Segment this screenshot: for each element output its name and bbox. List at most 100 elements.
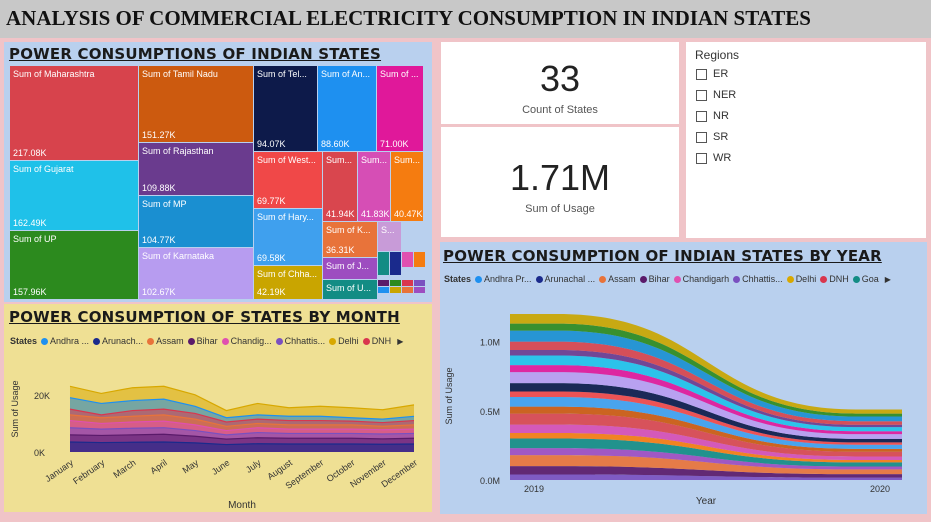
treemap-tile[interactable]: Sum of Karnataka 102.67K	[139, 248, 253, 299]
region-option-er[interactable]: ER	[696, 68, 728, 80]
treemap-tile[interactable]: Sum... 40.47K	[391, 152, 423, 221]
treemap-tile[interactable]: Sum of Maharashtra 217.08K	[10, 66, 138, 160]
year-chart-plot[interactable]: 1.0M 0.5M 0.0M Sum of Usage Year 2019 2020	[440, 286, 927, 516]
treemap-mini-tile[interactable]	[414, 287, 425, 293]
checkbox[interactable]	[696, 152, 707, 164]
treemap-tile-value: 69.58K	[257, 253, 286, 263]
legend-title: States	[10, 336, 38, 346]
region-option-ner[interactable]: NER	[696, 89, 736, 101]
legend-item[interactable]: Assam	[147, 336, 184, 346]
legend-item[interactable]: Chhattis...	[733, 274, 783, 284]
treemap-tile[interactable]: Sum of MP 104.77K	[139, 196, 253, 247]
legend-label: Arunach...	[102, 336, 144, 346]
legend-dot-icon	[599, 275, 607, 283]
region-option-nr[interactable]: NR	[696, 110, 729, 122]
legend-item[interactable]: Goa	[852, 274, 879, 284]
x-tick-label: March	[111, 457, 137, 480]
legend-item[interactable]: Chhattis...	[275, 336, 325, 346]
legend-label: DNH	[371, 336, 392, 346]
treemap-tile-value: 42.19K	[257, 287, 286, 297]
treemap-tile[interactable]: Sum of Tamil Nadu 151.27K	[139, 66, 253, 142]
treemap-mini-tile[interactable]	[414, 252, 425, 267]
legend-item[interactable]: Andhra Pr...	[475, 274, 532, 284]
treemap-mini-tile[interactable]	[414, 280, 425, 286]
treemap-tile[interactable]: Sum of Chha... 42.19K	[254, 266, 322, 299]
regions-slicer[interactable]: Regions ER NER NR SR WR	[686, 42, 926, 238]
legend-item[interactable]: DNH	[820, 274, 849, 284]
treemap-tile-label: Sum of K...	[326, 225, 371, 235]
year-chart-legend[interactable]: States Andhra Pr... Arunachal ... Assam Biha…	[444, 274, 891, 284]
treemap-tile[interactable]: Sum of J...	[323, 258, 377, 279]
legend-item[interactable]: DNH	[362, 336, 392, 346]
area-layer	[510, 438, 902, 467]
treemap-tile-label: Sum of Gujarat	[13, 164, 74, 174]
legend-item[interactable]: Assam	[599, 274, 636, 284]
legend-dot-icon	[639, 275, 647, 283]
treemap-tile[interactable]: Sum of U...	[323, 280, 377, 299]
region-option-sr[interactable]: SR	[696, 131, 728, 143]
treemap-mini-tile[interactable]	[390, 252, 401, 275]
treemap-mini-tile[interactable]	[390, 280, 401, 286]
treemap-mini-tile[interactable]	[378, 287, 389, 293]
treemap-tile[interactable]: Sum of Tel... 94.07K	[254, 66, 317, 151]
area-layer	[510, 424, 902, 461]
treemap-tile[interactable]: Sum of Gujarat 162.49K	[10, 161, 138, 230]
checkbox[interactable]	[696, 89, 707, 101]
treemap-tile[interactable]: Sum of UP 157.96K	[10, 231, 138, 299]
treemap-tile-value: 109.88K	[142, 183, 176, 193]
treemap-tile[interactable]: Sum of K... 36.31K	[323, 222, 377, 257]
treemap-tile-value: 162.49K	[13, 218, 47, 228]
checkbox[interactable]	[696, 68, 707, 80]
legend-item[interactable]: Bihar	[187, 336, 218, 346]
year-chart-panel[interactable]: POWER CONSUMPTION OF INDIAN STATES BY YE…	[440, 242, 927, 514]
region-option-wr[interactable]: WR	[696, 152, 731, 164]
legend-item[interactable]: Bihar	[639, 274, 670, 284]
legend-label: Bihar	[196, 336, 218, 346]
treemap-panel[interactable]: POWER CONSUMPTIONS OF INDIAN STATES Sum …	[4, 42, 432, 302]
treemap-tile-label: Sum of UP	[13, 234, 57, 244]
treemap-mini-tile[interactable]	[402, 252, 413, 267]
treemap-tile-label: Sum of Tamil Nadu	[142, 69, 218, 79]
month-chart-legend[interactable]: States Andhra ... Arunach... Assam Bihar Chan…	[10, 336, 403, 346]
treemap-tile[interactable]: Sum... 41.94K	[323, 152, 357, 221]
legend-next-icon[interactable]: ▶	[397, 336, 404, 346]
legend-label: Goa	[861, 274, 879, 284]
year-chart-title: POWER CONSUMPTION OF INDIAN STATES BY YE…	[443, 247, 882, 265]
treemap-tile[interactable]: Sum of West... 69.77K	[254, 152, 322, 208]
legend-dot-icon	[852, 275, 860, 283]
checkbox[interactable]	[696, 131, 707, 143]
legend-item[interactable]: Chandig...	[221, 336, 272, 346]
treemap-tile-value: 71.00K	[380, 139, 409, 149]
treemap-tile[interactable]: S...	[378, 222, 401, 251]
checkbox[interactable]	[696, 110, 707, 122]
treemap-mini-tile[interactable]	[402, 287, 413, 293]
series-line	[69, 397, 415, 420]
legend-dot-icon	[93, 337, 101, 345]
legend-next-icon[interactable]: ▶	[884, 274, 891, 284]
treemap-tile[interactable]: Sum of Rajasthan 109.88K	[139, 143, 253, 195]
treemap-mini-tile[interactable]	[402, 280, 413, 286]
legend-item[interactable]: Delhi	[786, 274, 816, 284]
treemap-tile-value: 88.60K	[321, 139, 350, 149]
treemap-tile[interactable]: Sum of Hary... 69.58K	[254, 209, 322, 265]
legend-item[interactable]: Delhi	[329, 336, 359, 346]
legend-item[interactable]: Arunach...	[93, 336, 143, 346]
treemap-mini-tile[interactable]	[390, 287, 401, 293]
treemap-tile[interactable]: Sum of ... 71.00K	[377, 66, 423, 151]
treemap-mini-tile[interactable]	[378, 252, 389, 275]
month-chart-panel[interactable]: POWER CONSUMPTION OF STATES BY MONTH Sta…	[4, 304, 432, 512]
legend-item[interactable]: Chandigarh	[673, 274, 729, 284]
legend-item[interactable]: Andhra ...	[41, 336, 89, 346]
area-layer	[510, 330, 902, 422]
treemap-mini-tile[interactable]	[378, 280, 389, 286]
treemap-chart[interactable]: Sum of Maharashtra 217.08K Sum of Gujarat 1…	[10, 66, 428, 300]
count-value: 33	[539, 58, 581, 99]
treemap-tile[interactable]: Sum... 41.83K	[358, 152, 390, 221]
x-axis-label: Month	[228, 500, 256, 511]
treemap-tile[interactable]: Sum of An... 88.60K	[318, 66, 376, 151]
y-tick-label: 20K	[34, 391, 50, 401]
count-card: 33 Count of States	[441, 42, 679, 124]
legend-item[interactable]: Arunachal ...	[535, 274, 595, 284]
treemap-tile-value: 94.07K	[257, 139, 286, 149]
